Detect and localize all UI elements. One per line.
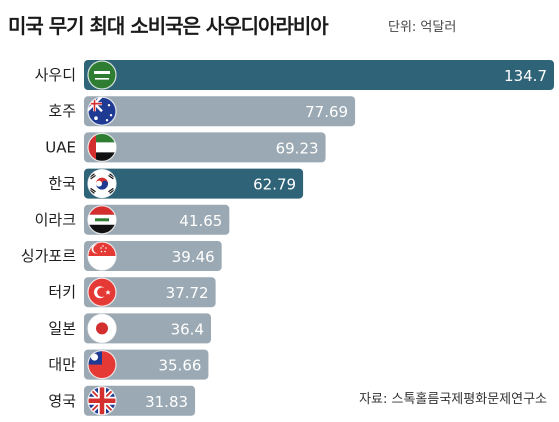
value-label: 62.79 (253, 176, 296, 194)
uae-flag-icon (87, 132, 117, 162)
bar-3 (84, 168, 304, 199)
category-label: 싱가포르 (21, 247, 76, 265)
bar-1 (84, 96, 356, 127)
source-note: 자료: 스톡홀름국제평화문제연구소 (359, 392, 547, 407)
japan-flag-icon (87, 313, 117, 343)
category-label: 한국 (48, 175, 76, 193)
value-label: 134.7 (504, 67, 547, 85)
singapore-flag-icon (87, 241, 117, 271)
category-label: 이라크 (35, 211, 76, 229)
bar-8 (84, 349, 209, 380)
category-label: 호주 (48, 102, 76, 120)
value-label: 39.46 (172, 248, 215, 266)
turkey-flag-icon (87, 277, 117, 307)
uk-flag-icon (87, 386, 117, 416)
category-label: 영국 (48, 392, 76, 410)
chart-title: 미국 무기 최대 소비국은 사우디아라비아 (8, 14, 329, 38)
category-label: 일본 (48, 319, 76, 337)
bar-6 (84, 277, 216, 308)
value-label: 31.83 (145, 393, 188, 411)
bar-0 (84, 60, 554, 90)
value-label: 37.72 (166, 284, 209, 302)
category-label: 대만 (48, 356, 76, 374)
value-label: 77.69 (305, 103, 348, 121)
australia-flag-icon (87, 96, 117, 126)
korea-flag-icon (87, 169, 117, 199)
bar-4 (84, 204, 230, 235)
value-label: 36.4 (171, 320, 204, 338)
category-label: 사우디 (35, 66, 76, 84)
unit-label: 단위: 억달러 (388, 20, 457, 35)
value-label: 35.66 (158, 357, 201, 375)
bar-7 (84, 313, 212, 344)
value-label: 69.23 (276, 139, 319, 157)
value-label: 41.65 (179, 212, 222, 230)
saudi-flag-icon (87, 60, 117, 90)
bar-5 (84, 241, 222, 271)
category-label: 터키 (48, 283, 76, 301)
category-label: UAE (45, 138, 76, 156)
iraq-flag-icon (87, 205, 117, 235)
bar-2 (84, 132, 326, 163)
